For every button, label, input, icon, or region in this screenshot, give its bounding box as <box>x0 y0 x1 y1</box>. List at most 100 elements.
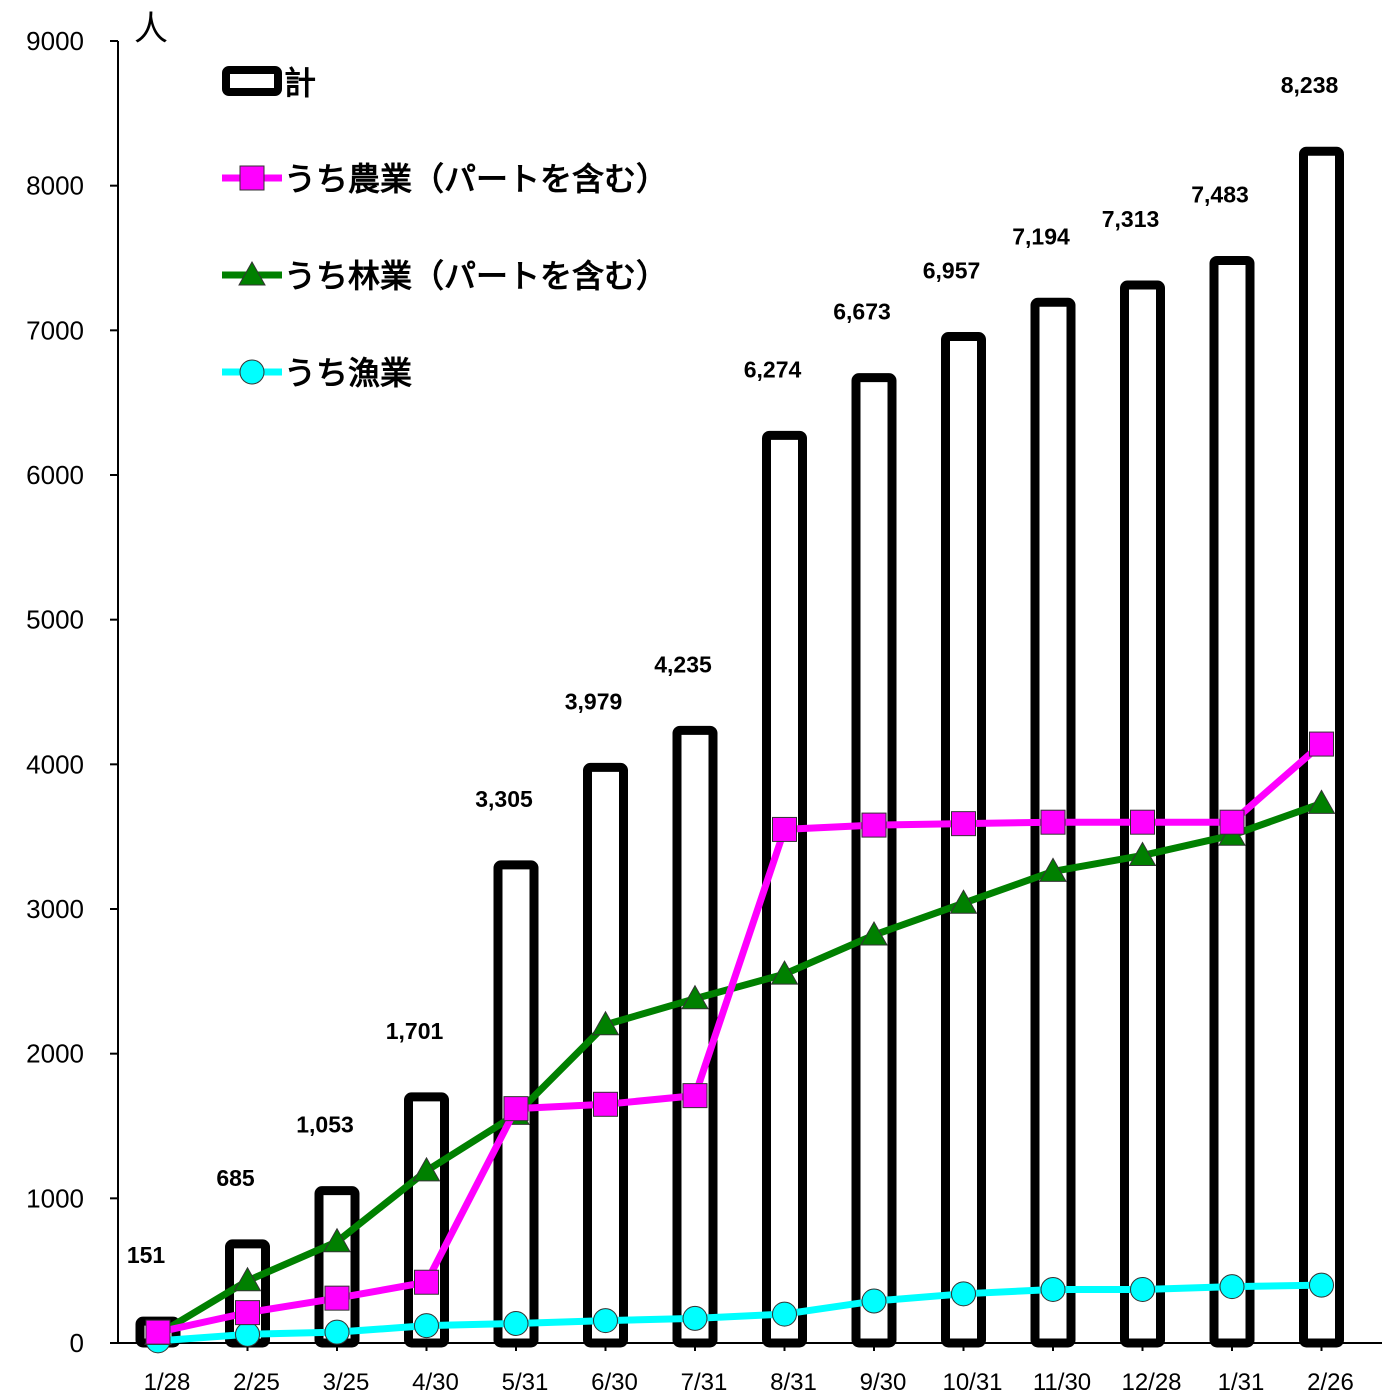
legend-marker <box>239 359 265 385</box>
bar-data-label: 6,673 <box>833 299 891 325</box>
series-line-agriculture <box>157 741 1324 1336</box>
bar-data-label: 1,053 <box>296 1112 354 1138</box>
line-series <box>144 731 1336 1354</box>
x-tick-label: 8/31 <box>770 1369 817 1394</box>
data-point-fishery <box>682 1305 708 1331</box>
x-tick-label: 10/31 <box>942 1369 1002 1394</box>
bar-data-label: 6,274 <box>744 356 802 382</box>
bar-total <box>941 332 986 1348</box>
bar-total <box>404 1092 449 1348</box>
legend-label: うち漁業 <box>284 355 412 391</box>
data-point-agriculture <box>772 816 797 842</box>
data-point-fishery <box>861 1288 887 1314</box>
data-point-forestry <box>681 984 709 1010</box>
data-point-fishery <box>324 1319 350 1345</box>
data-point-fishery <box>1309 1272 1334 1298</box>
data-point-agriculture <box>1219 809 1245 835</box>
bar-data-label: 1,701 <box>386 1018 444 1044</box>
x-tick-label: 1/28 <box>144 1369 191 1394</box>
bar-data-label: 7,483 <box>1191 181 1249 207</box>
data-point-agriculture <box>145 1319 171 1345</box>
bar-total <box>672 725 718 1348</box>
legend-swatch <box>222 66 282 96</box>
data-point-fishery <box>414 1313 439 1339</box>
bar-data-label: 685 <box>216 1165 255 1191</box>
data-point-fishery <box>772 1301 797 1327</box>
bar-total <box>851 373 897 1348</box>
data-point-fishery <box>1130 1276 1155 1302</box>
x-tick-label: 4/30 <box>412 1369 459 1394</box>
y-tick-label: 6000 <box>26 460 84 490</box>
data-point-forestry <box>1128 841 1157 866</box>
y-tick-label: 3000 <box>26 894 84 924</box>
y-tick-label: 2000 <box>26 1039 84 1069</box>
bar-data-label: 8,238 <box>1281 72 1339 98</box>
data-point-agriculture <box>414 1269 439 1295</box>
series-line-forestry <box>156 800 1323 1338</box>
data-point-forestry <box>770 960 799 985</box>
bar-data-label: 3,305 <box>475 786 533 812</box>
data-point-fishery <box>235 1321 260 1347</box>
legend-marker <box>239 165 265 191</box>
data-point-agriculture <box>503 1096 529 1122</box>
data-point-agriculture <box>1040 809 1066 835</box>
bar-data-label: 7,194 <box>1012 223 1070 249</box>
x-tick-label: 9/30 <box>860 1369 907 1394</box>
data-point-forestry <box>949 889 978 914</box>
data-labels: 151 685 1,053 1,701 3,305 3,979 4,235 6,274 6,67… <box>127 72 1339 1268</box>
x-tick-label: 2/26 <box>1307 1369 1354 1394</box>
data-point-fishery <box>1040 1276 1066 1302</box>
x-tick-label: 5/31 <box>502 1369 549 1394</box>
data-point-agriculture <box>682 1083 708 1109</box>
bar-total <box>583 762 628 1348</box>
data-point-agriculture <box>593 1091 618 1117</box>
legend-item: うち農業（パートを含む） <box>222 161 668 197</box>
data-point-forestry <box>860 921 888 946</box>
x-tick-label: 6/30 <box>591 1369 638 1394</box>
bar-data-label: 151 <box>127 1242 166 1268</box>
y-tick-label: 9000 <box>26 26 84 56</box>
data-point-agriculture <box>861 812 887 838</box>
y-tick-label: 0 <box>70 1328 84 1358</box>
data-point-forestry <box>323 1227 351 1253</box>
legend-item: うち林業（パートを含む） <box>222 258 668 294</box>
x-tick-label: 3/25 <box>323 1369 370 1394</box>
x-tick-label: 12/28 <box>1121 1369 1181 1394</box>
x-tick-label: 7/31 <box>681 1369 728 1394</box>
y-unit-label: 人 <box>134 10 168 48</box>
data-point-forestry <box>233 1266 262 1292</box>
axes: 0 1000 2000 3000 4000 5000 6000 7000 8000 9000 人 1/… <box>26 10 1382 1394</box>
legend-label: 計 <box>284 65 316 101</box>
data-point-agriculture <box>951 811 976 837</box>
data-point-fishery <box>951 1281 976 1307</box>
bar-total <box>762 430 807 1348</box>
bar-data-label: 6,957 <box>923 258 981 284</box>
y-tick-label: 7000 <box>26 315 84 345</box>
y-tick-label: 1000 <box>26 1183 84 1213</box>
bar-series <box>135 146 1344 1348</box>
series-line-fishery <box>157 1281 1322 1345</box>
data-point-fishery <box>593 1308 618 1334</box>
data-point-fishery <box>1219 1274 1245 1300</box>
y-tick-label: 4000 <box>26 749 84 779</box>
legend-item: 計 <box>222 65 316 101</box>
bar-total <box>1209 255 1255 1348</box>
data-point-forestry <box>591 1010 620 1036</box>
legend-marker <box>238 260 266 286</box>
data-point-forestry <box>1307 789 1336 814</box>
x-tick-label: 11/30 <box>1033 1369 1091 1394</box>
bar-data-label: 4,235 <box>654 651 712 677</box>
legend-label: うち農業（パートを含む） <box>284 161 668 197</box>
data-point-agriculture <box>324 1285 350 1311</box>
data-point-agriculture <box>235 1300 260 1326</box>
x-tick-label: 2/25 <box>233 1369 280 1394</box>
data-point-agriculture <box>1130 809 1155 835</box>
data-point-agriculture <box>1309 731 1334 757</box>
data-point-fishery <box>503 1310 529 1336</box>
data-point-forestry <box>412 1156 441 1182</box>
bar-data-label: 7,313 <box>1102 206 1160 232</box>
legend-label: うち林業（パートを含む） <box>284 258 668 294</box>
bar-data-label: 3,979 <box>565 688 623 714</box>
y-tick-label: 5000 <box>26 605 84 635</box>
